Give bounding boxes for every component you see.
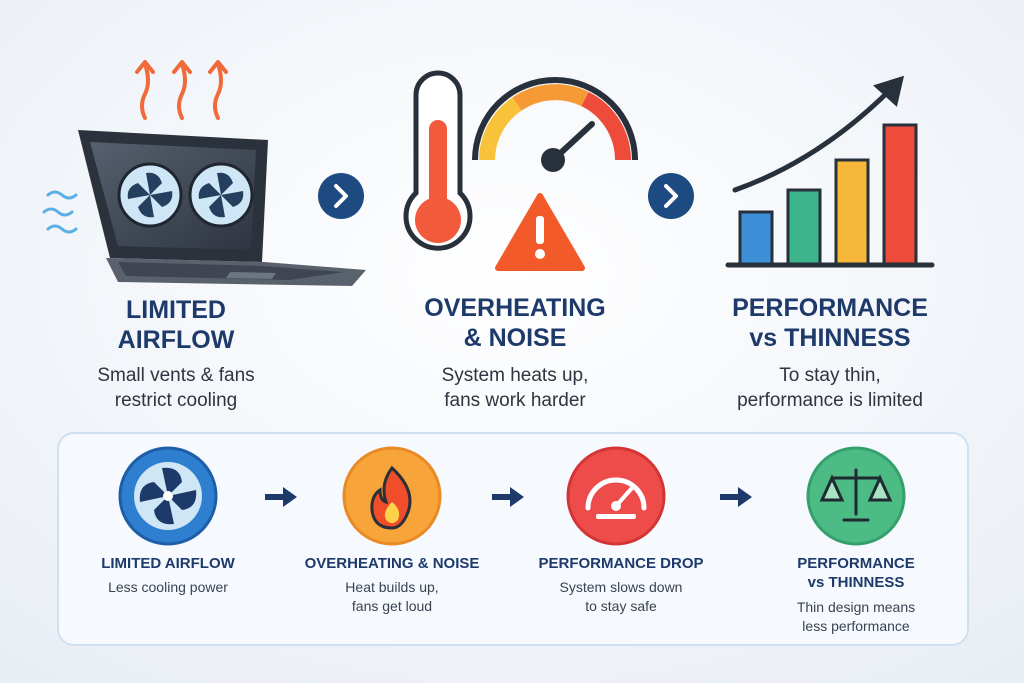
panel-title: LIMITED bbox=[126, 296, 226, 324]
step-text: Heat builds up, bbox=[345, 579, 438, 595]
panel: OVERHEATING & NOISE System heats up, fan… bbox=[424, 294, 606, 411]
panel-title: PERFORMANCE bbox=[732, 294, 928, 322]
step-text: to stay safe bbox=[585, 598, 657, 614]
panel-text: To stay thin, bbox=[779, 365, 880, 386]
growth-bars bbox=[725, 75, 935, 268]
step-title: PERFORMANCE bbox=[797, 555, 915, 572]
panel-text: System heats up, bbox=[442, 365, 589, 386]
step-text: Less cooling power bbox=[108, 579, 228, 595]
laptop-illustration bbox=[78, 130, 366, 286]
panel-text: restrict cooling bbox=[115, 390, 238, 411]
fan-icon bbox=[118, 446, 218, 546]
panel-title: OVERHEATING bbox=[424, 294, 606, 322]
scale-icon bbox=[806, 446, 906, 546]
gauge-icon bbox=[566, 446, 666, 546]
step-text: less performance bbox=[802, 618, 910, 634]
next-chevron bbox=[648, 173, 694, 219]
panel-text: performance is limited bbox=[737, 390, 923, 411]
step-title: LIMITED AIRFLOW bbox=[101, 555, 235, 572]
step-text: System slows down bbox=[560, 579, 683, 595]
panel: PERFORMANCE vs THINNESS To stay thin, pe… bbox=[732, 294, 928, 411]
panel: LIMITED AIRFLOW Small vents & fans restr… bbox=[97, 296, 254, 411]
air-waves bbox=[42, 190, 78, 234]
thermometer bbox=[403, 70, 473, 251]
panel-title: vs THINNESS bbox=[749, 324, 910, 352]
step-title: OVERHEATING & NOISE bbox=[305, 555, 480, 572]
step-title: vs THINNESS bbox=[808, 574, 905, 591]
flame-icon bbox=[342, 446, 442, 546]
panel-text: fans work harder bbox=[444, 390, 586, 411]
panel-title: & NOISE bbox=[464, 324, 567, 352]
next-chevron bbox=[318, 173, 364, 219]
flow-box bbox=[57, 432, 969, 646]
step-title: PERFORMANCE DROP bbox=[538, 555, 703, 572]
panel-title: AIRFLOW bbox=[118, 326, 235, 354]
warning-sign bbox=[495, 193, 585, 271]
panel-text: Small vents & fans bbox=[97, 365, 254, 386]
gauge bbox=[472, 77, 638, 172]
flow-arrows bbox=[265, 487, 752, 507]
step-text: fans get loud bbox=[352, 598, 432, 614]
step-text: Thin design means bbox=[797, 599, 915, 615]
heat-arrows bbox=[135, 60, 228, 120]
